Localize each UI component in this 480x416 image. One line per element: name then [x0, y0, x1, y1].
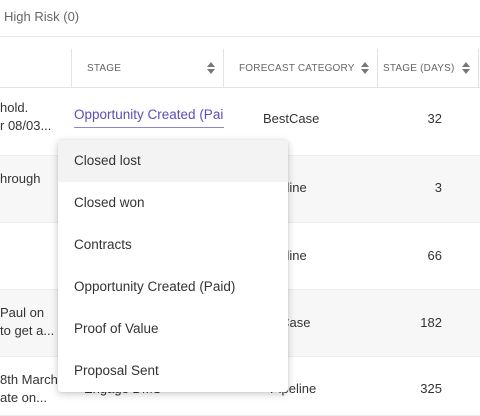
stage-dropdown-menu: Closed lost Closed won Contracts Opportu… [58, 140, 288, 392]
notes-line: r 08/03... [0, 118, 52, 133]
column-header-forecast-label: FORECAST CATEGORY [239, 62, 355, 74]
tab-bar: High Risk (0) [0, 0, 480, 37]
stage-days-cell: 182 [420, 315, 442, 330]
notes-cell: Paul on to get a... [0, 304, 62, 340]
dropdown-option-proof-of-value[interactable]: Proof of Value [74, 321, 159, 336]
dropdown-option-contracts[interactable]: Contracts [74, 237, 132, 252]
column-header-forecast-category[interactable]: FORECAST CATEGORY [239, 49, 377, 87]
dropdown-option-opportunity-created-paid[interactable]: Opportunity Created (Paid) [74, 279, 236, 294]
notes-line: hrough [0, 171, 41, 186]
notes-cell: 8th March ate on... [0, 371, 62, 407]
notes-line: ate on... [0, 390, 47, 405]
notes-cell: hold. r 08/03... [0, 99, 62, 135]
table-header: STAGE FORECAST CATEGORY STAGE (DAYS) [0, 49, 480, 88]
sort-icon[interactable] [207, 62, 215, 74]
notes-line: hold. [0, 100, 29, 115]
notes-line: 8th March [0, 372, 58, 387]
notes-line: Paul on [0, 305, 45, 320]
column-header-stage[interactable]: STAGE [87, 49, 223, 87]
column-divider [223, 49, 224, 87]
stage-days-cell: 32 [427, 111, 442, 126]
column-header-stage-label: STAGE [87, 62, 122, 74]
dropdown-option-closed-won[interactable]: Closed won [74, 195, 145, 210]
stage-days-cell: 325 [420, 381, 442, 396]
sort-icon[interactable] [361, 62, 369, 74]
notes-line: to get a... [0, 323, 55, 338]
stage-days-cell: 3 [434, 180, 442, 195]
dropdown-option-proposal-sent[interactable]: Proposal Sent [74, 363, 159, 378]
stage-days-cell: 66 [427, 248, 442, 263]
forecast-cell: BestCase [263, 111, 320, 126]
dropdown-option-closed-lost[interactable]: Closed lost [58, 140, 288, 182]
column-divider [478, 49, 479, 87]
column-header-stage-days[interactable]: STAGE (DAYS) [383, 49, 475, 87]
column-header-stage-days-label: STAGE (DAYS) [383, 62, 455, 74]
column-divider [377, 49, 378, 87]
sort-icon[interactable] [462, 62, 470, 74]
tab-high-risk[interactable]: High Risk (0) [4, 9, 80, 24]
stage-select-input[interactable]: Opportunity Created (Paid) [74, 105, 224, 128]
notes-cell: hrough [0, 170, 62, 188]
column-divider [71, 49, 72, 87]
